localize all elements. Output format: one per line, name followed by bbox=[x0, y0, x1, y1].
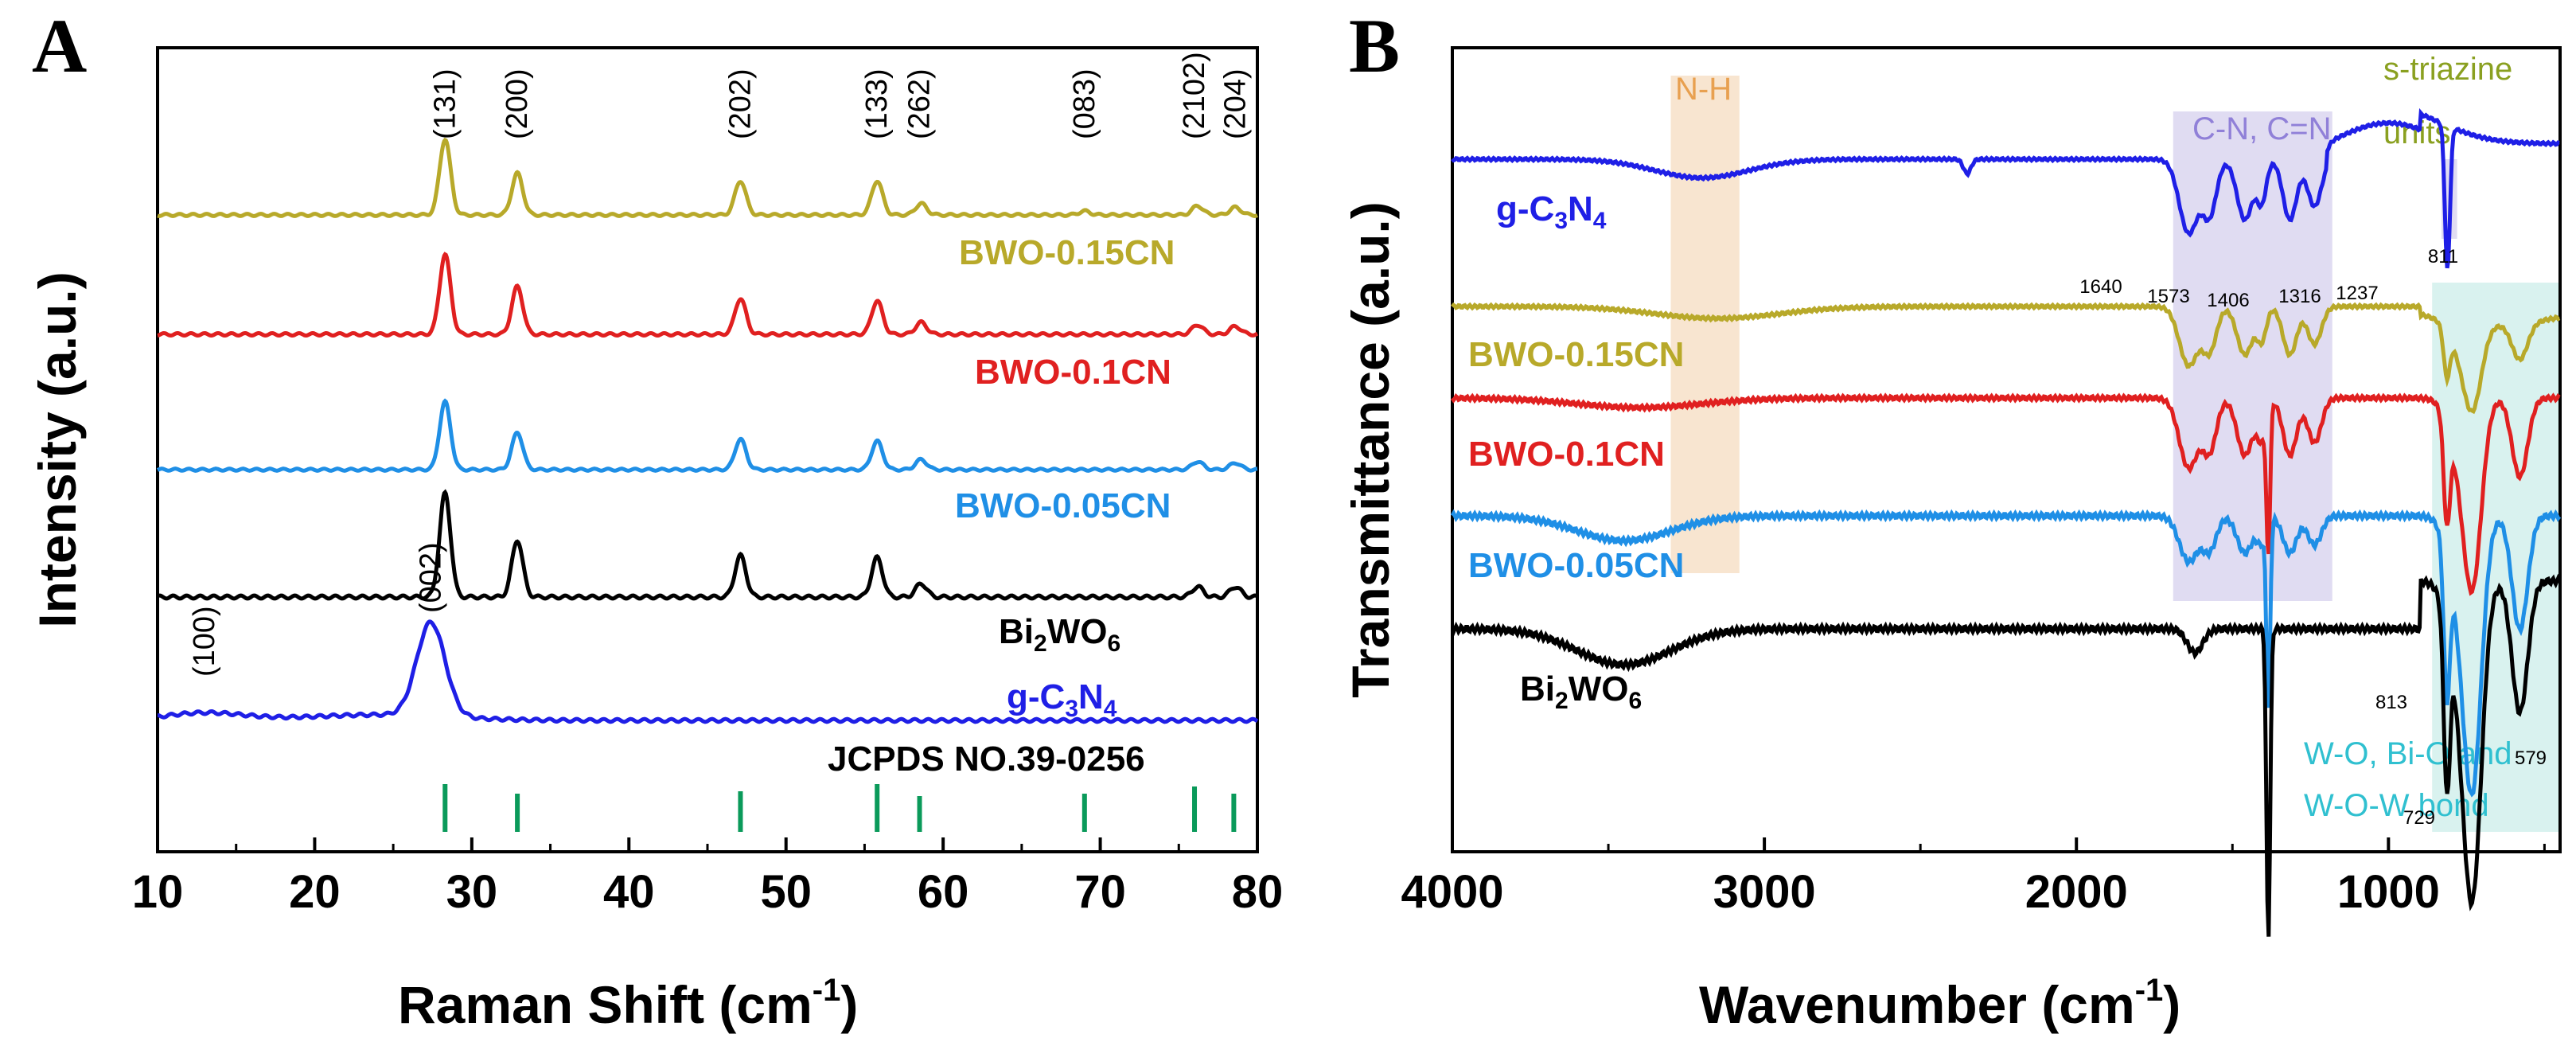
a-peak-label: (083) bbox=[1068, 68, 1101, 139]
label-bwo-015cn-a: BWO-0.15CN bbox=[959, 233, 1175, 272]
a-tick-label: 50 bbox=[760, 866, 812, 918]
a-peak-label: (131) bbox=[428, 68, 462, 139]
b-series-BWO-0.15CN bbox=[1451, 302, 2561, 415]
b-band-label-1: C-N, C=N bbox=[2192, 111, 2331, 146]
a-peak-label: (200) bbox=[501, 68, 534, 139]
label-bi2wo6-b: Bi2WO6 bbox=[1520, 669, 1642, 714]
b-annotation: 1573 bbox=[2147, 286, 2189, 307]
panel-a-x-title: Raman Shift (cm-1) bbox=[398, 973, 858, 1034]
b-series-BWO-0.05CN bbox=[1450, 509, 2562, 798]
a-series-g-C3N4 bbox=[158, 619, 1259, 724]
b-band-3 bbox=[2432, 283, 2560, 832]
label-jcpds: JCPDS NO.39-0256 bbox=[828, 740, 1145, 779]
b-annotation: 1640 bbox=[2079, 276, 2122, 298]
b-band-label-2: s-triazine bbox=[2383, 52, 2512, 87]
b-band-0 bbox=[1670, 76, 1740, 573]
panel-a-label: A bbox=[32, 3, 87, 88]
b-annotation: 1406 bbox=[2207, 290, 2249, 311]
label-bwo-015cn-b: BWO-0.15CN bbox=[1468, 335, 1684, 374]
label-bwo-01cn-a: BWO-0.1CN bbox=[975, 353, 1171, 392]
b-annotation: 579 bbox=[2515, 747, 2547, 769]
a-series-BWO-0.1CN bbox=[157, 252, 1259, 338]
panel-a-y-title: Intensity (a.u.) bbox=[28, 271, 87, 627]
a-tick-label: 10 bbox=[132, 866, 184, 918]
panel-b-annotations: 1640 1573 1406 1316 1237 811 813 729 579 bbox=[2079, 246, 2547, 829]
panel-a-peak-labels: (131) (200) (202) (133) (262) (083) (2102) (204… bbox=[188, 52, 1252, 677]
b-annotation: 813 bbox=[2375, 692, 2407, 713]
b-annotation: 1237 bbox=[2336, 283, 2378, 304]
b-series-BWO-0.1CN bbox=[1450, 392, 2561, 596]
b-series-g-C3N4 bbox=[1451, 107, 2560, 269]
a-tick-label: 40 bbox=[603, 866, 655, 918]
panel-b-x-title: Wavenumber (cm-1) bbox=[1699, 973, 2180, 1034]
a-peak-label: (202) bbox=[723, 68, 757, 139]
panel-b-label: B bbox=[1349, 3, 1400, 88]
label-bwo-01cn-b: BWO-0.1CN bbox=[1468, 435, 1665, 474]
a-tick-label: 20 bbox=[289, 866, 341, 918]
b-tick-label: 3000 bbox=[1713, 866, 1816, 918]
label-gcn-a: g-C3N4 bbox=[1007, 677, 1117, 722]
b-annotation: 811 bbox=[2428, 246, 2458, 267]
b-band-1 bbox=[2173, 111, 2332, 601]
b-tick-label: 1000 bbox=[2337, 866, 2440, 918]
panel-b-y-title: Transmittance (a.u.) bbox=[1341, 201, 1400, 698]
a-tick-label: 80 bbox=[1232, 866, 1284, 918]
a-series-BWO-0.15CN bbox=[157, 137, 1258, 218]
a-gcn-peak-label: (002) bbox=[415, 542, 448, 613]
b-tick-label: 2000 bbox=[2025, 866, 2128, 918]
a-peak-label: (133) bbox=[860, 68, 894, 139]
a-tick-label: 60 bbox=[918, 866, 969, 918]
a-peak-label: (262) bbox=[903, 68, 937, 139]
b-annotation: 729 bbox=[2403, 807, 2435, 829]
panel-b-series bbox=[1450, 107, 2562, 937]
panel-a: A (131) (200) (202) (133) (262) (083) (2102) (2… bbox=[28, 3, 1283, 1034]
label-bi2wo6-a: Bi2WO6 bbox=[999, 612, 1120, 657]
panel-b-x-ticks: 4000 3000 2000 1000 bbox=[1401, 837, 2546, 918]
a-gcn-peak-label: (100) bbox=[188, 606, 221, 677]
panel-a-frame bbox=[156, 46, 1259, 853]
panel-b-frame bbox=[1451, 46, 2562, 853]
b-series-Bi2WO6 bbox=[1450, 573, 2562, 937]
b-band-label-0: N-H bbox=[1675, 72, 1732, 107]
a-peak-label: (2102) bbox=[1178, 52, 1211, 139]
b-band-label2-3: W-O-W bond bbox=[2304, 788, 2489, 823]
a-series-Bi2WO6 bbox=[156, 489, 1259, 601]
a-peak-label: (204) bbox=[1218, 68, 1252, 139]
label-bwo-005cn-b: BWO-0.05CN bbox=[1468, 546, 1684, 585]
b-tick-label: 4000 bbox=[1401, 866, 1503, 918]
b-annotation: 1316 bbox=[2278, 286, 2321, 307]
panel-a-x-ticks: 10 20 30 40 50 60 70 80 bbox=[132, 837, 1284, 918]
label-gcn-b: g-C3N4 bbox=[1496, 189, 1607, 234]
a-tick-label: 70 bbox=[1074, 866, 1126, 918]
panel-a-series bbox=[156, 137, 1259, 724]
a-series-BWO-0.05CN bbox=[156, 398, 1258, 473]
label-bwo-005cn-a: BWO-0.05CN bbox=[955, 486, 1171, 525]
a-tick-label: 30 bbox=[446, 866, 498, 918]
panel-a-reference-lines bbox=[442, 784, 1237, 832]
